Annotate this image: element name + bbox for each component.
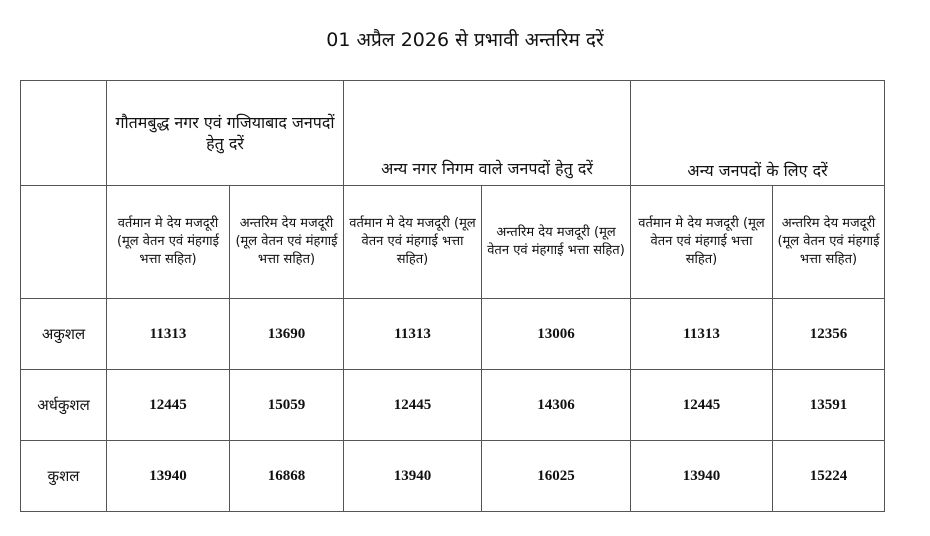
- wage-rates-table: गौतमबुद्ध नगर एवं गजियाबाद जनपदों हेतु द…: [20, 80, 885, 512]
- sub-header: अन्तरिम देय मजदूरी (मूल वेतन एवं मंहगाई …: [229, 185, 344, 299]
- table-cell: 12445: [106, 369, 230, 441]
- table-cell: 11313: [630, 298, 773, 370]
- sub-header: वर्तमान मे देय मजदूरी (मूल वेतन एवं मंहग…: [106, 185, 230, 299]
- table-cell: 16868: [229, 440, 344, 512]
- sub-header: वर्तमान मे देय मजदूरी (मूल वेतन एवं मंहग…: [630, 185, 773, 299]
- table-row: अकुशल 11313 13690 11313 13006 11313 1235…: [20, 298, 885, 370]
- sub-header: अन्तरिम देय मजदूरी (मूल वेतन एवं मंहगाई …: [481, 185, 631, 299]
- group-header-row: गौतमबुद्ध नगर एवं गजियाबाद जनपदों हेतु द…: [20, 80, 885, 186]
- group-header-nagar-nigam: अन्य नगर निगम वाले जनपदों हेतु दरें: [343, 80, 631, 186]
- group-header-gautambuddh-ghaziabad: गौतमबुद्ध नगर एवं गजियाबाद जनपदों हेतु द…: [106, 80, 344, 186]
- table-cell: 16025: [481, 440, 631, 512]
- table-row: कुशल 13940 16868 13940 16025 13940 15224: [20, 440, 885, 512]
- row-label: कुशल: [20, 440, 107, 512]
- group-header-other-districts: अन्य जनपदों के लिए दरें: [630, 80, 885, 186]
- table-cell: 13690: [229, 298, 344, 370]
- table-cell: 13940: [106, 440, 230, 512]
- table-cell: 12445: [630, 369, 773, 441]
- table-cell: 12445: [343, 369, 482, 441]
- table-cell: 13940: [343, 440, 482, 512]
- table-cell: 13006: [481, 298, 631, 370]
- table-cell: 14306: [481, 369, 631, 441]
- sub-header: वर्तमान मे देय मजदूरी (मूल वेतन एवं मंहग…: [343, 185, 482, 299]
- table-cell: 13940: [630, 440, 773, 512]
- corner-cell: [20, 80, 107, 186]
- table-cell: 11313: [343, 298, 482, 370]
- sub-header-row: वर्तमान मे देय मजदूरी (मूल वेतन एवं मंहग…: [20, 185, 885, 299]
- page-title: 01 अप्रैल 2026 से प्रभावी अन्तरिम दरें: [326, 29, 604, 51]
- row-label: अकुशल: [20, 298, 107, 370]
- table-cell: 12356: [772, 298, 885, 370]
- table-cell: 15059: [229, 369, 344, 441]
- table-cell: 11313: [106, 298, 230, 370]
- table-cell: 13591: [772, 369, 885, 441]
- row-label: अर्धकुशल: [20, 369, 107, 441]
- table-cell: 15224: [772, 440, 885, 512]
- table-row: अर्धकुशल 12445 15059 12445 14306 12445 1…: [20, 369, 885, 441]
- corner-cell: [20, 185, 107, 299]
- sub-header: अन्तरिम देय मजदूरी (मूल वेतन एवं मंहगाई …: [772, 185, 885, 299]
